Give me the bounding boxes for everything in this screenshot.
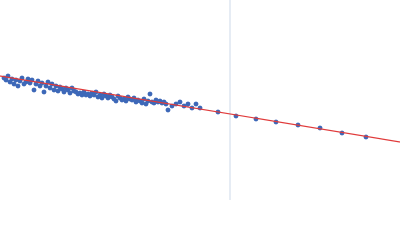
data-point	[43, 83, 49, 89]
chart	[0, 0, 400, 200]
data-point	[55, 88, 61, 94]
data-point	[67, 90, 73, 96]
data-point	[193, 101, 199, 107]
data-point	[61, 89, 67, 95]
data-point	[31, 87, 37, 93]
fit-line	[0, 75, 400, 143]
data-point	[139, 100, 145, 106]
data-point	[165, 107, 171, 113]
data-point	[123, 98, 129, 104]
data-point	[147, 91, 153, 97]
data-point	[15, 83, 21, 89]
data-point	[185, 101, 191, 107]
data-point	[41, 89, 47, 95]
data-point	[99, 95, 105, 101]
data-point	[3, 77, 9, 83]
data-point	[113, 98, 119, 104]
data-point	[47, 85, 53, 91]
data-point	[11, 81, 17, 87]
data-point	[177, 99, 183, 105]
data-point	[51, 87, 57, 93]
